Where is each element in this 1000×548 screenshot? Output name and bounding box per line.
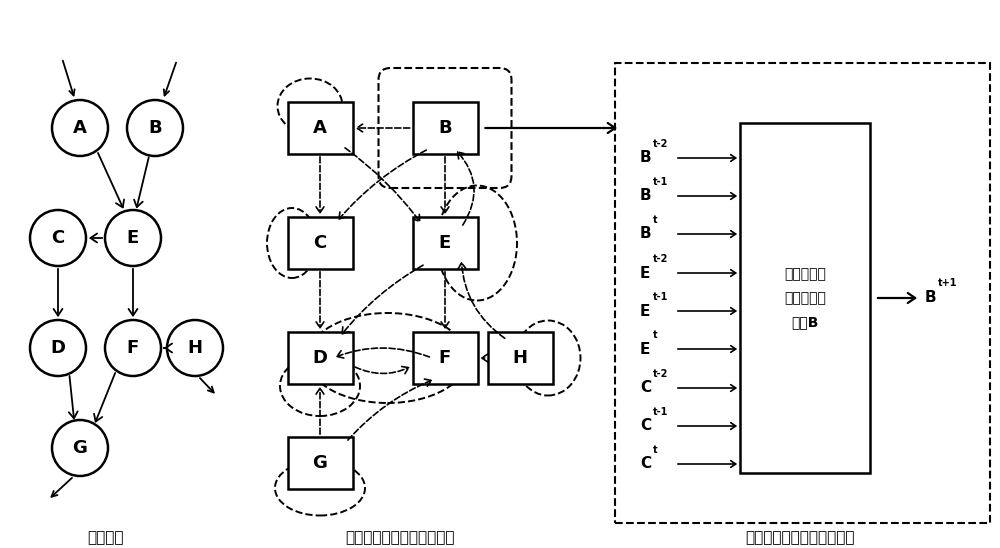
- FancyBboxPatch shape: [615, 63, 990, 523]
- Text: D: D: [50, 339, 66, 357]
- FancyBboxPatch shape: [488, 332, 552, 384]
- Text: B: B: [640, 189, 652, 203]
- Text: 网络的连接时空图卷积架构: 网络的连接时空图卷积架构: [345, 530, 455, 545]
- Text: C: C: [313, 234, 327, 252]
- FancyBboxPatch shape: [740, 123, 870, 473]
- Text: t-2: t-2: [653, 139, 668, 149]
- Text: t: t: [653, 445, 658, 455]
- Text: D: D: [312, 349, 328, 367]
- Text: F: F: [127, 339, 139, 357]
- Text: B: B: [148, 119, 162, 137]
- Text: E: E: [640, 341, 650, 357]
- Text: C: C: [51, 229, 65, 247]
- Text: G: G: [313, 454, 327, 472]
- Text: G: G: [73, 439, 87, 457]
- FancyBboxPatch shape: [288, 217, 352, 269]
- Text: H: H: [188, 339, 202, 357]
- FancyBboxPatch shape: [288, 102, 352, 154]
- Text: H: H: [512, 349, 528, 367]
- FancyBboxPatch shape: [413, 102, 478, 154]
- Text: t-1: t-1: [653, 407, 668, 417]
- Text: 交通网络的每个边缘关联的: 交通网络的每个边缘关联的: [745, 530, 855, 545]
- Text: t: t: [653, 215, 658, 225]
- FancyBboxPatch shape: [288, 332, 352, 384]
- Text: E: E: [127, 229, 139, 247]
- Text: C: C: [640, 456, 651, 471]
- Text: A: A: [313, 119, 327, 137]
- Text: B: B: [438, 119, 452, 137]
- Text: C: C: [640, 380, 651, 396]
- Text: E: E: [640, 304, 650, 318]
- Text: t-1: t-1: [653, 177, 668, 187]
- Text: F: F: [439, 349, 451, 367]
- Text: 采样路网: 采样路网: [87, 530, 123, 545]
- Text: B: B: [925, 290, 937, 305]
- Text: t+1: t+1: [938, 278, 958, 288]
- Text: B: B: [640, 226, 652, 242]
- Text: C: C: [640, 419, 651, 433]
- Text: t-2: t-2: [653, 369, 668, 379]
- FancyBboxPatch shape: [288, 437, 352, 489]
- Text: 时空图卷积
模块应用在
道路B: 时空图卷积 模块应用在 道路B: [784, 267, 826, 329]
- FancyBboxPatch shape: [413, 332, 478, 384]
- Text: t-1: t-1: [653, 292, 668, 302]
- Text: E: E: [439, 234, 451, 252]
- Text: A: A: [73, 119, 87, 137]
- Text: t-2: t-2: [653, 254, 668, 264]
- Text: B: B: [640, 151, 652, 165]
- Text: E: E: [640, 265, 650, 281]
- Text: t: t: [653, 330, 658, 340]
- FancyBboxPatch shape: [413, 217, 478, 269]
